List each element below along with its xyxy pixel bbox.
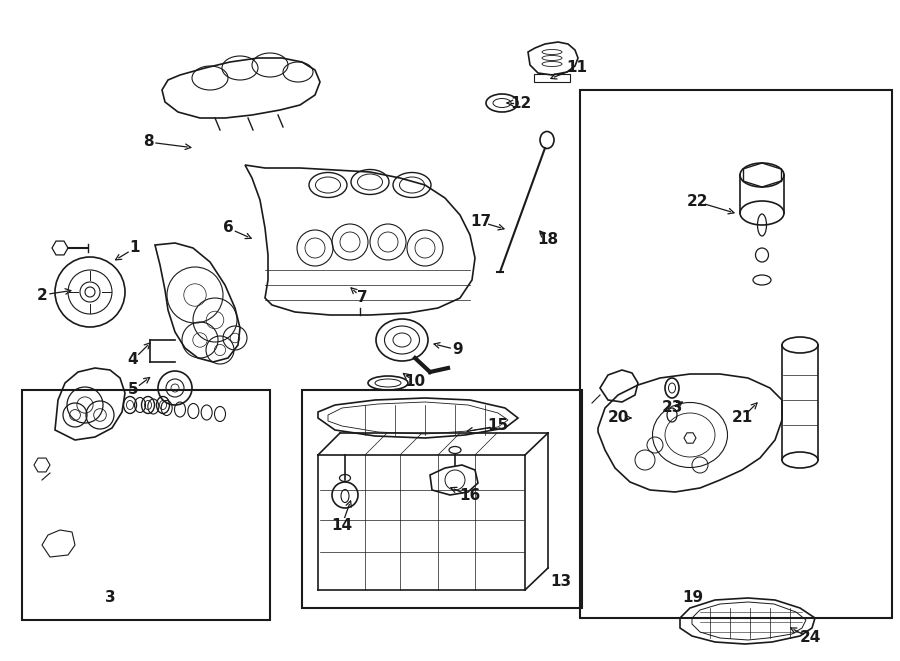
- Text: 8: 8: [143, 134, 153, 149]
- Text: 17: 17: [471, 215, 491, 229]
- Text: 7: 7: [356, 290, 367, 305]
- Bar: [22, 390, 270, 620]
- Bar: [534, 74, 570, 82]
- Text: 4: 4: [128, 352, 139, 368]
- Text: 19: 19: [682, 590, 704, 605]
- Text: 2: 2: [37, 288, 48, 303]
- Text: 11: 11: [566, 61, 588, 75]
- Text: 10: 10: [404, 375, 426, 389]
- Text: 1: 1: [130, 241, 140, 256]
- Bar: [580, 90, 892, 618]
- Text: 14: 14: [331, 518, 353, 533]
- Text: 16: 16: [459, 488, 481, 504]
- Text: 20: 20: [608, 410, 629, 426]
- Text: 15: 15: [488, 418, 508, 434]
- Text: 23: 23: [662, 401, 683, 416]
- Text: 12: 12: [510, 95, 532, 110]
- Text: 21: 21: [732, 410, 752, 426]
- Text: 3: 3: [104, 590, 115, 605]
- Text: 9: 9: [453, 342, 464, 358]
- Text: 6: 6: [222, 221, 233, 235]
- Text: 24: 24: [799, 631, 821, 646]
- Text: 18: 18: [537, 233, 559, 247]
- Text: 13: 13: [551, 574, 572, 590]
- Text: 22: 22: [688, 194, 709, 210]
- Text: 5: 5: [128, 383, 139, 397]
- Bar: [302, 390, 582, 608]
